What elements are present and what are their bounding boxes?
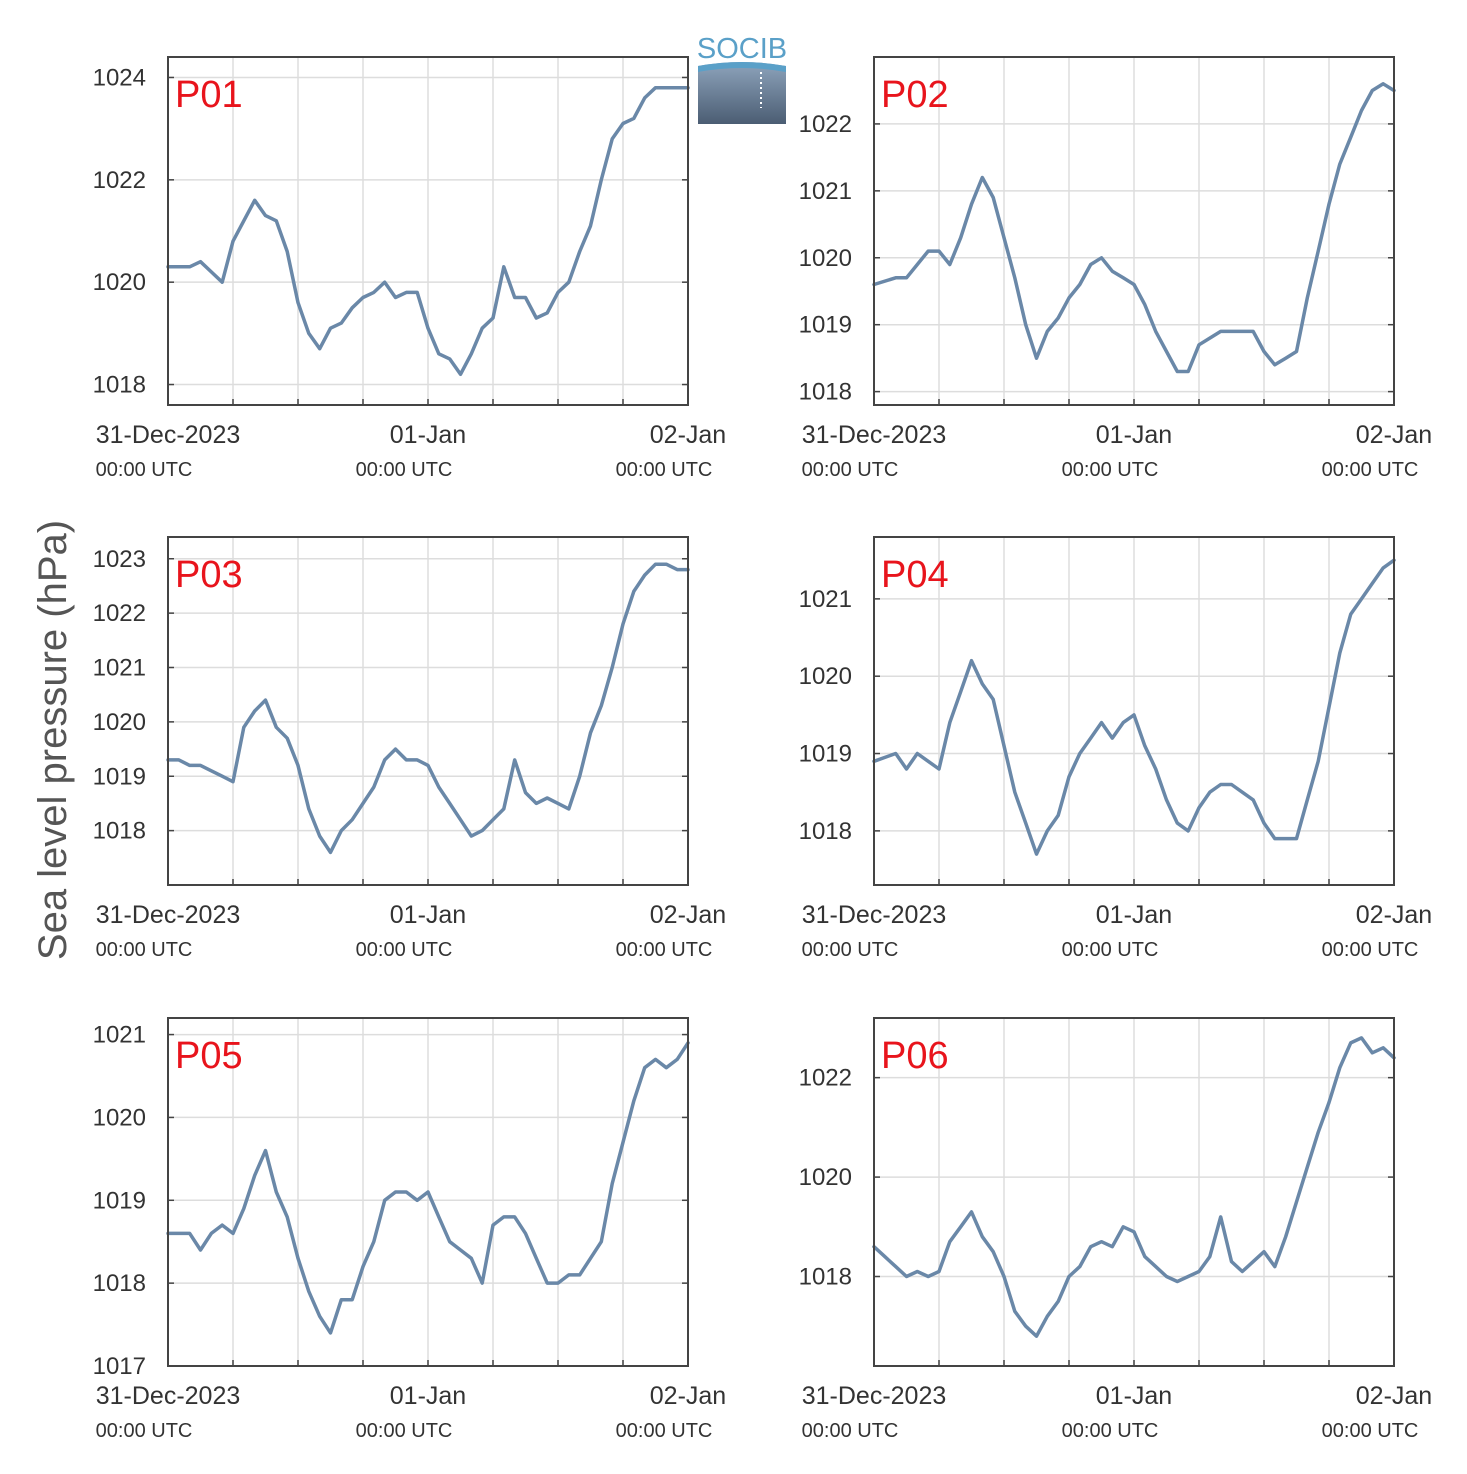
logo-text: SOCIB	[697, 33, 787, 65]
panel-label: P02	[881, 74, 949, 116]
x-tick-time-label: 00:00 UTC	[96, 459, 193, 481]
x-tick-date-label: 01-Jan	[390, 421, 466, 449]
axes-frame	[873, 536, 1395, 886]
y-tick-label: 1018	[799, 379, 852, 406]
y-tick-label: 1020	[93, 709, 146, 736]
x-tick-time-label: 00:00 UTC	[1062, 1420, 1159, 1442]
y-tick-label: 1019	[93, 763, 146, 790]
logo-wave-icon	[698, 62, 786, 124]
series-line-p03	[166, 562, 690, 855]
x-tick-date-label: 02-Jan	[650, 421, 726, 449]
y-tick-label: 1023	[93, 546, 146, 573]
y-tick-label: 1020	[799, 245, 852, 272]
x-tick-time-label: 00:00 UTC	[802, 459, 899, 481]
x-tick-date-label: 02-Jan	[650, 901, 726, 929]
panel-label: P01	[175, 74, 243, 116]
x-tick-date-label: 01-Jan	[1096, 421, 1172, 449]
y-tick-label: 1022	[799, 1065, 852, 1092]
x-tick-time-label: 00:00 UTC	[1322, 939, 1419, 961]
y-tick-label: 1022	[93, 167, 146, 194]
panel-label: P04	[881, 554, 949, 596]
panel-label: P05	[175, 1035, 243, 1077]
x-tick-date-label: 02-Jan	[1356, 901, 1432, 929]
x-tick-time-label: 00:00 UTC	[356, 459, 453, 481]
axes-frame	[167, 536, 689, 886]
y-tick-label: 1020	[799, 663, 852, 690]
panel-p04: 1018 1019 1020 1021 31-Dec-2023 00:00 UTC 01-J…	[799, 536, 1432, 961]
y-tick-label: 1017	[93, 1353, 146, 1380]
x-tick-time-label: 00:00 UTC	[356, 939, 453, 961]
panel-p02: 1018 1019 1020 1021 1022 31-Dec-2023 00:00 UTC…	[799, 56, 1432, 481]
series-line-p06	[872, 1036, 1396, 1338]
y-tick-label: 1021	[799, 586, 852, 613]
y-tick-label: 1020	[93, 1104, 146, 1131]
panel-label: P03	[175, 554, 243, 596]
y-tick-label: 1018	[93, 1270, 146, 1297]
y-tick-label: 1018	[799, 818, 852, 845]
x-tick-date-label: 02-Jan	[1356, 421, 1432, 449]
series-line-p01	[166, 85, 690, 377]
y-tick-label: 1019	[799, 312, 852, 339]
x-tick-date-label: 31-Dec-2023	[802, 901, 947, 929]
x-tick-time-label: 00:00 UTC	[1062, 459, 1159, 481]
panel-p01: 1018 1020 1022 1024 31-Dec-2023 00:00 UTC 01-J…	[93, 56, 726, 481]
x-tick-time-label: 00:00 UTC	[802, 1420, 899, 1442]
x-tick-date-label: 31-Dec-2023	[802, 1382, 947, 1410]
axes-frame	[873, 56, 1395, 406]
y-tick-label: 1018	[93, 372, 146, 399]
x-tick-time-label: 00:00 UTC	[616, 1420, 713, 1442]
logo-band-icon	[698, 62, 786, 72]
panel-p03: 1018 1019 1020 1021 1022 1023 31-Dec-2023 00:00…	[93, 536, 726, 961]
y-tick-label: 1022	[799, 111, 852, 138]
y-tick-label: 1019	[799, 741, 852, 768]
x-tick-date-label: 31-Dec-2023	[802, 421, 947, 449]
y-tick-label: 1019	[93, 1187, 146, 1214]
x-tick-date-label: 31-Dec-2023	[96, 1382, 241, 1410]
y-tick-label: 1021	[93, 655, 146, 682]
x-tick-time-label: 00:00 UTC	[96, 939, 193, 961]
x-tick-time-label: 00:00 UTC	[96, 1420, 193, 1442]
x-tick-time-label: 00:00 UTC	[356, 1420, 453, 1442]
y-tick-label: 1024	[93, 64, 146, 91]
axes-frame	[873, 1017, 1395, 1367]
y-tick-label: 1020	[799, 1164, 852, 1191]
socib-logo: SOCIB	[697, 33, 787, 124]
x-tick-time-label: 00:00 UTC	[616, 939, 713, 961]
x-tick-time-label: 00:00 UTC	[1322, 459, 1419, 481]
x-tick-date-label: 01-Jan	[390, 901, 466, 929]
series-line-p04	[872, 558, 1396, 856]
x-tick-time-label: 00:00 UTC	[616, 459, 713, 481]
x-tick-date-label: 01-Jan	[390, 1382, 466, 1410]
axes-frame	[167, 1017, 689, 1367]
series-line-p05	[166, 1041, 690, 1335]
y-tick-label: 1018	[799, 1264, 852, 1291]
x-tick-time-label: 00:00 UTC	[1322, 1420, 1419, 1442]
x-tick-date-label: 02-Jan	[650, 1382, 726, 1410]
y-tick-label: 1020	[93, 269, 146, 296]
panel-p06: 1018 1020 1022 31-Dec-2023 00:00 UTC 01-Jan 00…	[799, 1017, 1432, 1442]
x-tick-time-label: 00:00 UTC	[1062, 939, 1159, 961]
x-tick-time-label: 00:00 UTC	[802, 939, 899, 961]
panel-label: P06	[881, 1035, 949, 1077]
x-tick-date-label: 31-Dec-2023	[96, 421, 241, 449]
x-tick-date-label: 31-Dec-2023	[96, 901, 241, 929]
x-tick-date-label: 01-Jan	[1096, 1382, 1172, 1410]
x-tick-date-label: 01-Jan	[1096, 901, 1172, 929]
y-tick-label: 1021	[799, 178, 852, 205]
axes-frame	[167, 56, 689, 406]
panel-p05: 1017 1018 1019 1020 1021 31-Dec-2023 00:00 UTC…	[93, 1017, 726, 1442]
series-line-p02	[872, 82, 1396, 374]
y-tick-label: 1021	[93, 1022, 146, 1049]
y-tick-label: 1018	[93, 818, 146, 845]
y-axis-label: Sea level pressure (hPa)	[31, 520, 75, 960]
y-tick-label: 1022	[93, 600, 146, 627]
x-tick-date-label: 02-Jan	[1356, 1382, 1432, 1410]
